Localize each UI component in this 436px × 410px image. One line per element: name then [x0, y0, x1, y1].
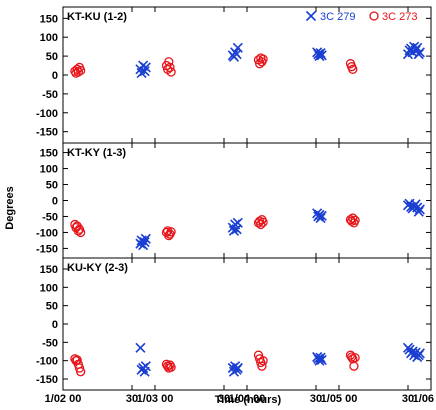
- panel-frame: [62, 6, 432, 144]
- y-tick-label: 50: [46, 51, 58, 63]
- point-3c273: [349, 361, 359, 371]
- y-tick-label: 150: [40, 148, 58, 160]
- panel-title: KU-KY (2-3): [67, 262, 128, 274]
- point-3c279: [316, 354, 327, 365]
- y-tick-label: -100: [36, 108, 58, 120]
- point-3c273: [350, 215, 360, 225]
- y-axis-label: Degrees: [4, 186, 16, 229]
- y-tick-label: -150: [36, 127, 58, 139]
- point-3c273: [166, 67, 176, 77]
- point-3c279: [138, 240, 149, 251]
- y-tick-label: 0: [52, 70, 58, 82]
- panel-frame: [62, 257, 432, 391]
- point-3c273: [256, 219, 266, 230]
- point-3c279: [140, 233, 151, 244]
- point-3c273: [72, 355, 82, 365]
- labels-layer: 150 100 50 0 -50 -100 -150 KT-KU (1-2) 150 100 50 0…: [36, 10, 436, 405]
- y-tick-label: -100: [36, 356, 58, 368]
- x-tick-label: 1/02 00: [45, 393, 82, 405]
- point-3c279: [316, 50, 327, 61]
- x-tick-label: 1/05 00: [321, 393, 358, 405]
- point-3c279: [314, 209, 325, 220]
- y-tick-label: 50: [46, 180, 58, 192]
- x-tick-label: 30: [402, 393, 414, 405]
- x-tick-label: 1/04 00: [229, 393, 266, 405]
- y-tick-label: 150: [40, 264, 58, 276]
- y-tick-label: 50: [46, 301, 58, 313]
- point-3c279: [314, 51, 325, 62]
- legend-label: 3C 273: [382, 11, 417, 23]
- point-3c279: [232, 217, 243, 228]
- point-3c273: [258, 356, 268, 366]
- point-3c279: [232, 42, 243, 53]
- legend-label: 3C 279: [320, 11, 355, 23]
- point-3c273: [350, 353, 360, 363]
- marks-layer: [70, 41, 425, 377]
- y-tick-label: 100: [40, 164, 58, 176]
- point-3c273: [258, 54, 268, 64]
- y-tick-label: 100: [40, 32, 58, 44]
- point-3c279: [414, 47, 425, 58]
- panel-title: KT-KY (1-3): [67, 147, 126, 159]
- point-3c279: [414, 204, 425, 215]
- point-3c273: [166, 362, 176, 372]
- x-tick-label: 30: [310, 393, 322, 405]
- point-3c273: [348, 213, 358, 223]
- point-3c279: [135, 342, 146, 353]
- y-tick-label: 150: [40, 13, 58, 25]
- y-tick-label: -50: [42, 337, 58, 349]
- y-tick-label: -50: [42, 211, 58, 223]
- point-3c273: [166, 227, 176, 237]
- point-3c273: [346, 352, 357, 362]
- x-tick-label: 30: [218, 393, 230, 405]
- point-3c273: [75, 65, 86, 76]
- point-3c273: [75, 227, 86, 238]
- x-axis-label: Time (hours): [215, 394, 282, 406]
- point-3c273: [165, 62, 175, 73]
- point-3c279: [140, 62, 151, 73]
- panel-frame: [62, 142, 432, 259]
- legend-marker-o: [369, 11, 379, 21]
- axes-layer: [62, 6, 432, 391]
- point-3c273: [73, 67, 83, 77]
- point-3c273: [164, 57, 174, 67]
- point-3c279: [414, 348, 425, 359]
- x-tick-label: 30: [126, 393, 138, 405]
- point-3c273: [258, 217, 268, 227]
- y-tick-label: -100: [36, 227, 58, 239]
- y-tick-label: 0: [52, 319, 58, 331]
- y-tick-label: -150: [36, 243, 58, 255]
- point-3c279: [314, 355, 325, 366]
- point-3c279: [316, 210, 327, 221]
- y-tick-label: -50: [42, 89, 58, 101]
- point-3c273: [257, 361, 267, 371]
- y-tick-label: 0: [52, 196, 58, 208]
- legend-marker-x: [305, 10, 317, 22]
- point-3c279: [232, 362, 243, 374]
- point-3c273: [75, 367, 86, 377]
- point-3c279: [139, 236, 150, 248]
- y-tick-label: 100: [40, 282, 58, 294]
- point-3c273: [73, 226, 83, 236]
- point-3c279: [140, 361, 151, 372]
- y-tick-label: -150: [36, 374, 58, 386]
- x-tick-label: 1/03 00: [137, 393, 174, 405]
- point-3c273: [348, 64, 358, 74]
- x-tick-label: 1/06 00: [413, 393, 436, 405]
- panel-title: KT-KU (1-2): [67, 11, 127, 23]
